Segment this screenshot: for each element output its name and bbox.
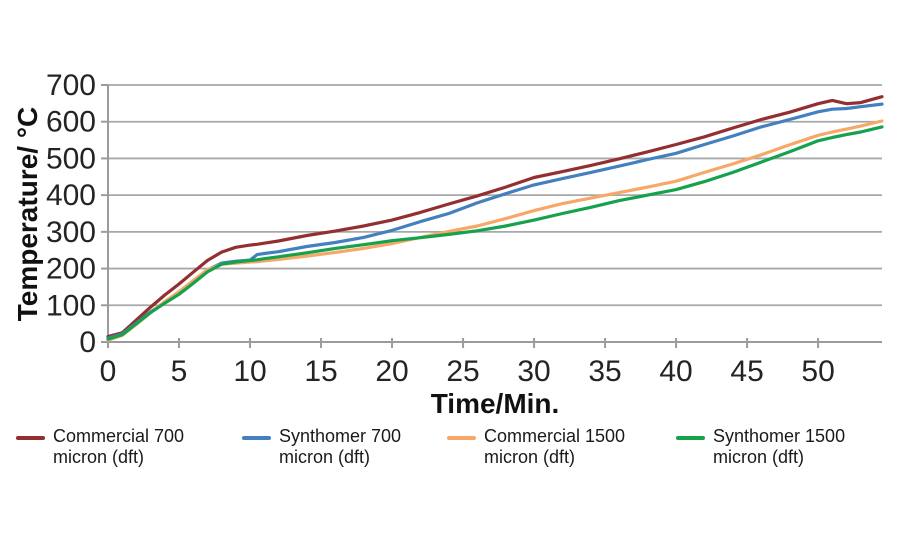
series-line — [106, 119, 884, 342]
x-tick-label: 15 — [304, 355, 337, 388]
x-tick-label: 45 — [730, 355, 763, 388]
legend-label: Commercial 1500 micron (dft) — [484, 426, 626, 467]
legend-label: Synthomer 700 micron (dft) — [279, 426, 402, 467]
legend-label: Commercial 700 micron (dft) — [53, 426, 185, 467]
x-tick-label: 30 — [517, 355, 550, 388]
y-tick-label: 0 — [79, 326, 96, 359]
y-tick-label: 600 — [46, 106, 96, 139]
legend-item: Commercial 1500 micron (dft) — [447, 426, 656, 468]
x-tick-label: 5 — [171, 355, 188, 388]
y-tick-label: 500 — [46, 142, 96, 175]
x-axis-title: Time/Min. — [430, 388, 560, 419]
legend-item: Synthomer 1500 micron (dft) — [676, 426, 885, 468]
x-tick-label: 25 — [446, 355, 479, 388]
x-tick-label: 10 — [233, 355, 266, 388]
series-line — [106, 95, 884, 339]
x-tick-label: 50 — [801, 355, 834, 388]
x-tick-label: 40 — [659, 355, 692, 388]
y-axis-title: Temperature/ °C — [12, 106, 43, 322]
x-tick-label: 35 — [588, 355, 621, 388]
y-tick-label: 200 — [46, 253, 96, 286]
legend-swatch-icon — [676, 436, 705, 440]
legend: Commercial 700 micron (dft) Synthomer 700… — [0, 426, 900, 486]
legend-swatch-icon — [242, 436, 271, 440]
series-line — [106, 125, 884, 341]
y-tick-label: 100 — [46, 289, 96, 322]
y-tick-label: 300 — [46, 216, 96, 249]
legend-swatch-icon — [16, 436, 45, 440]
y-tick-label: 400 — [46, 179, 96, 212]
x-tick-label: 0 — [100, 355, 117, 388]
y-tick-label: 700 — [46, 69, 96, 102]
legend-swatch-icon — [447, 436, 476, 440]
x-tick-label: 20 — [375, 355, 408, 388]
legend-item: Synthomer 700 micron (dft) — [242, 426, 451, 468]
legend-label: Synthomer 1500 micron (dft) — [713, 426, 846, 467]
legend-item: Commercial 700 micron (dft) — [16, 426, 225, 468]
